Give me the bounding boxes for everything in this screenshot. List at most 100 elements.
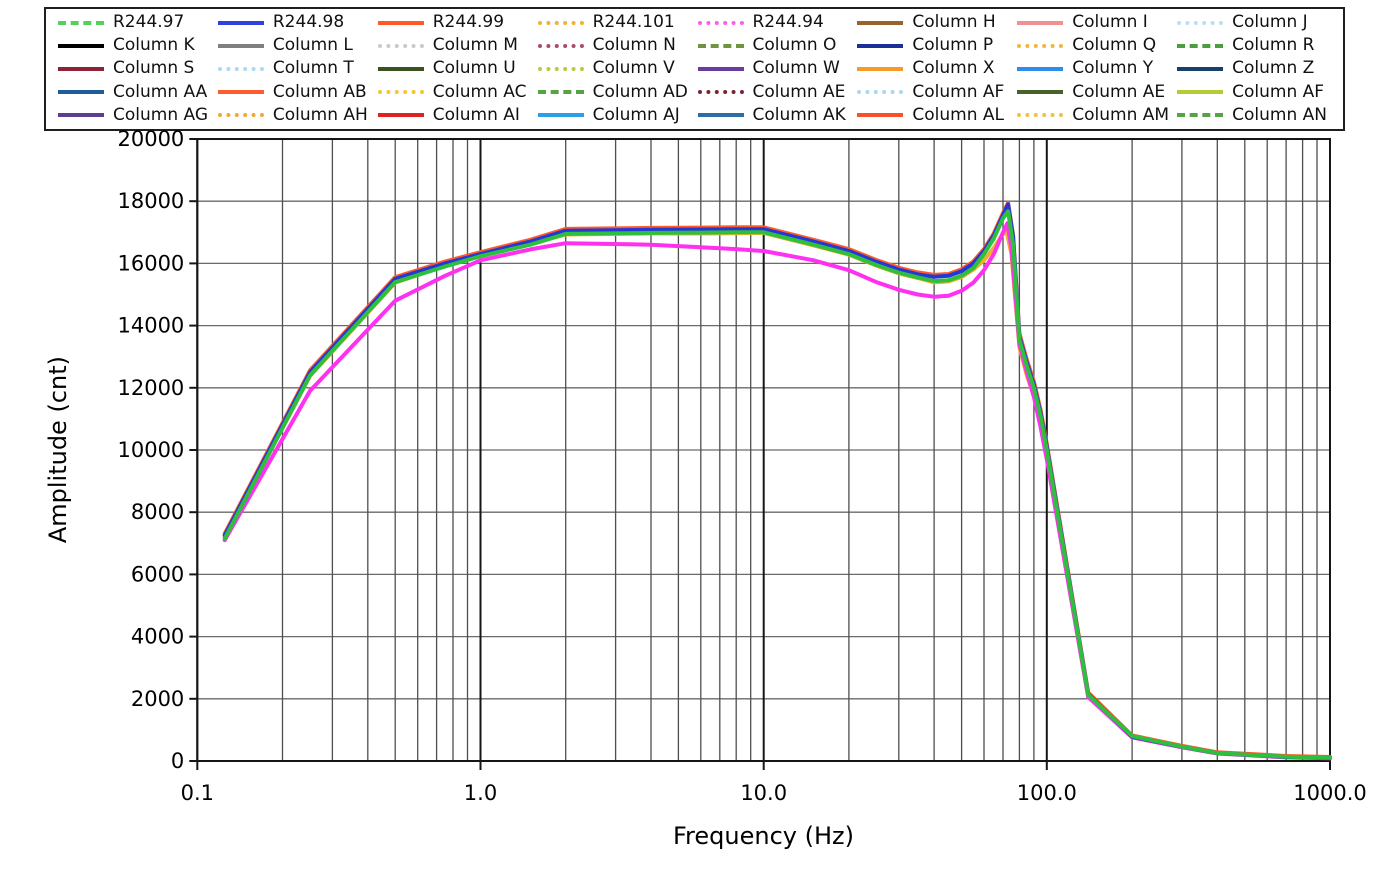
chart-legend: R244.97 R244.98 R244.99 R244.101 R244.94 Colu… (44, 7, 1345, 131)
y-tick-label: 12000 (117, 376, 184, 400)
legend-label: Column T (272, 58, 354, 79)
legend-item-column-o[interactable]: Column O (697, 35, 858, 56)
legend-item-column-w[interactable]: Column W (697, 60, 858, 77)
legend-item-column-z[interactable]: Column Z (1177, 60, 1337, 77)
legend-item-r244-98[interactable]: R244.98 (217, 12, 378, 33)
legend-label: Column K (113, 35, 195, 56)
legend-label: Column AE (1072, 81, 1166, 102)
legend-item-r244-99[interactable]: R244.99 (377, 14, 538, 31)
legend-label: Column V (592, 58, 675, 79)
legend-item-column-k[interactable]: Column K (58, 37, 218, 54)
legend-item-column-ak[interactable]: Column AK (697, 104, 858, 125)
x-tick-label: 0.1 (181, 781, 214, 805)
legend-item-column-aj[interactable]: Column AJ (537, 106, 698, 124)
legend-item-column-y[interactable]: Column Y (1017, 60, 1177, 77)
legend-item-column-n[interactable]: Column N (537, 35, 698, 56)
legend-item-r244-97[interactable]: R244.97 (58, 14, 218, 31)
legend-label: Column J (1232, 12, 1308, 33)
legend-swatch (857, 43, 904, 48)
legend-label: Column Q (1072, 35, 1157, 56)
legend-swatch (58, 90, 104, 95)
legend-label: Column AA (113, 81, 208, 102)
legend-swatch (697, 20, 744, 25)
legend-item-column-q[interactable]: Column Q (1017, 37, 1177, 54)
legend-item-column-p[interactable]: Column P (857, 37, 1017, 54)
y-tick-label: 8000 (131, 500, 184, 524)
legend-item-column-af[interactable]: Column AF (1177, 81, 1337, 102)
legend-item-column-ai[interactable]: Column AI (377, 104, 538, 125)
legend-swatch (1177, 113, 1224, 118)
legend-label: Column AI (432, 104, 520, 125)
legend-item-column-u[interactable]: Column U (377, 60, 538, 77)
legend-item-column-v[interactable]: Column V (537, 58, 698, 79)
legend-swatch (537, 113, 584, 118)
legend-swatch (58, 20, 104, 25)
legend-swatch (217, 113, 264, 118)
legend-item-column-j[interactable]: Column J (1177, 14, 1337, 31)
legend-label: Column AM (1072, 104, 1170, 125)
legend-swatch (857, 20, 904, 25)
x-tick-label: 1.0 (464, 781, 497, 805)
legend-label: R244.94 (752, 12, 824, 33)
legend-item-column-ab[interactable]: Column AB (217, 81, 378, 102)
legend-swatch (217, 20, 264, 25)
legend-item-column-i[interactable]: Column I (1017, 14, 1177, 31)
legend-item-column-s[interactable]: Column S (58, 60, 218, 77)
legend-swatch (1177, 43, 1224, 48)
legend-label: Column O (752, 35, 837, 56)
legend-item-column-m[interactable]: Column M (377, 35, 538, 56)
legend-item-column-ae[interactable]: Column AE (697, 83, 858, 101)
legend-label: Column AD (592, 81, 688, 102)
legend-label: R244.97 (113, 12, 185, 33)
y-axis-title-wrap: Amplitude (cnt) (36, 139, 80, 761)
legend-item-column-am[interactable]: Column AM (1017, 104, 1177, 125)
legend-item-column-an[interactable]: Column AN (1177, 106, 1337, 124)
legend-item-column-x[interactable]: Column X (857, 60, 1017, 77)
legend-item-column-ah[interactable]: Column AH (217, 106, 378, 124)
legend-swatch (537, 43, 584, 48)
y-tick-label: 6000 (131, 562, 184, 586)
legend-label: Column P (912, 35, 994, 56)
legend-label: Column AK (752, 104, 846, 125)
legend-swatch (377, 66, 424, 71)
legend-swatch (58, 43, 104, 48)
legend-swatch (377, 113, 424, 118)
legend-swatch (1177, 20, 1224, 25)
legend-item-r244-101[interactable]: R244.101 (537, 14, 698, 31)
legend-item-column-ag[interactable]: Column AG (58, 106, 218, 124)
legend-swatch (1017, 20, 1064, 25)
x-tick-label: 100.0 (1017, 781, 1077, 805)
x-axis-ticks: 0.1 1.0 10.0 100.0 1000.0 (181, 761, 1367, 805)
legend-swatch (697, 66, 744, 71)
legend-item-column-ac[interactable]: Column AC (377, 81, 538, 102)
legend-item-column-t[interactable]: Column T (217, 58, 378, 79)
legend-item-column-l[interactable]: Column L (217, 37, 378, 54)
legend-label: Column AF (1232, 81, 1325, 102)
legend-item-column-al[interactable]: Column AL (857, 106, 1017, 124)
legend-label: Column M (432, 35, 518, 56)
legend-swatch (537, 90, 584, 95)
legend-item-column-r[interactable]: Column R (1177, 37, 1337, 54)
legend-swatch (1177, 90, 1224, 95)
legend-item-column-h[interactable]: Column H (857, 14, 1017, 31)
legend-label: Column N (592, 35, 676, 56)
y-tick-label: 4000 (131, 625, 184, 649)
legend-item-column-af[interactable]: Column AF (857, 83, 1017, 101)
legend-swatch (697, 113, 744, 118)
legend-swatch (377, 43, 424, 48)
series-lines (222, 200, 1332, 761)
legend-swatch (217, 43, 264, 48)
legend-swatch (1017, 113, 1064, 118)
series-R244.101 (222, 228, 1332, 760)
legend-label: Column AB (272, 81, 367, 102)
legend-item-r244-94[interactable]: R244.94 (697, 12, 858, 33)
legend-item-column-aa[interactable]: Column AA (58, 81, 218, 102)
legend-item-column-ae[interactable]: Column AE (1017, 81, 1177, 102)
legend-label: R244.98 (272, 12, 345, 33)
y-tick-label: 2000 (131, 687, 184, 711)
legend-label: Column AC (432, 81, 527, 102)
legend-swatch (377, 20, 424, 25)
y-tick-label: 0 (171, 749, 184, 773)
legend-item-column-ad[interactable]: Column AD (537, 81, 698, 102)
